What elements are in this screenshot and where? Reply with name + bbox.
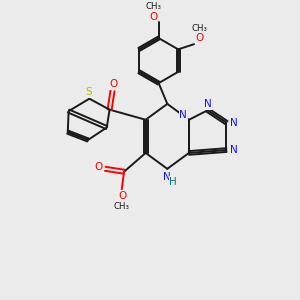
Text: N: N (230, 118, 237, 128)
Text: O: O (195, 33, 203, 43)
Text: CH₃: CH₃ (146, 2, 161, 11)
Text: O: O (149, 12, 158, 22)
Text: N: N (163, 172, 171, 182)
Text: O: O (118, 191, 126, 201)
Text: N: N (230, 145, 237, 155)
Text: O: O (109, 79, 117, 89)
Text: CH₃: CH₃ (114, 202, 130, 211)
Text: H: H (169, 176, 177, 187)
Text: N: N (179, 110, 187, 120)
Text: S: S (85, 87, 92, 97)
Text: N: N (204, 100, 212, 110)
Text: O: O (94, 162, 103, 172)
Text: CH₃: CH₃ (191, 24, 207, 33)
